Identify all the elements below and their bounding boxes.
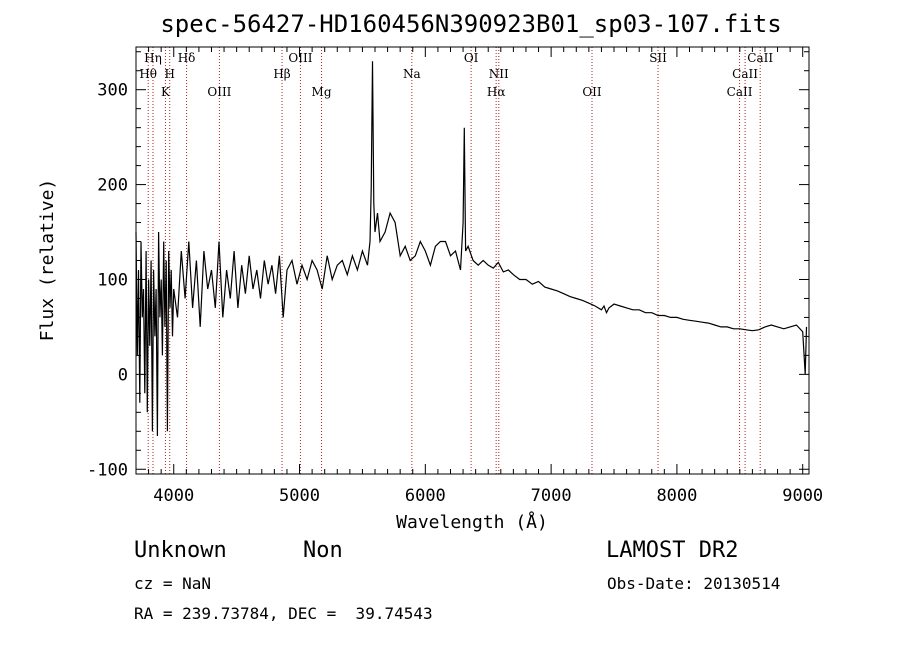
emission-line-label: OII [582,85,602,99]
object-type: Unknown [134,538,227,563]
emission-line-label: OI [464,51,479,65]
y-tick-labels: -100 0 100 200 300 [87,81,128,481]
y-tick-label: -100 [87,460,128,480]
x-axis-label: Wavelength (Å) [396,511,548,533]
chart-title: spec-56427-HD160456N390923B01_sp03-107.f… [160,10,781,38]
x-tick-label: 7000 [531,486,572,506]
y-tick-label: 200 [97,176,128,196]
emission-line-label: CaII [732,67,758,81]
object-subtype: Non [303,538,343,563]
obs-date: Obs-Date: 20130514 [607,574,781,593]
emission-line-label: K [161,85,171,99]
emission-line-label: OIII [207,85,231,99]
x-tick-labels: 4000 5000 6000 7000 8000 9000 [153,486,823,506]
emission-line-label: NII [489,67,509,81]
survey-name: LAMOST DR2 [606,538,739,563]
y-tick-label: 300 [97,81,128,101]
coordinates: RA = 239.73784, DEC = 39.74543 [134,604,433,623]
emission-line-label: Hη [144,51,162,65]
x-tick-label: 8000 [656,486,697,506]
emission-line-label: OIII [288,51,312,65]
x-tick-label: 5000 [279,486,320,506]
emission-line-label: Hβ [273,67,290,81]
x-tick-label: 6000 [405,486,446,506]
y-axis-label: Flux (relative) [37,179,58,342]
emission-line-label: CaII [727,85,753,99]
emission-line-label: Hα [487,85,506,99]
emission-line-label: SII [649,51,667,65]
x-tick-label: 9000 [782,486,823,506]
emission-line-markers: Hη Hθ KH Hδ OIII Hβ OIII Mg Na OI NII Hα OII SII CaII C… [139,47,773,474]
y-tick-label: 0 [118,365,128,385]
emission-line-label: CaII [747,51,773,65]
y-tick-label: 100 [97,270,128,290]
axis-ticks [135,47,809,474]
emission-line-label: H [164,67,174,81]
redshift-cz: cz = NaN [134,574,212,593]
spectrum-series [135,61,808,437]
emission-line-label: Na [403,67,421,81]
x-tick-label: 4000 [153,486,194,506]
emission-line-label: Mg [312,85,332,99]
emission-line-label: Hδ [178,51,196,65]
emission-line-label: Hθ [139,67,157,81]
